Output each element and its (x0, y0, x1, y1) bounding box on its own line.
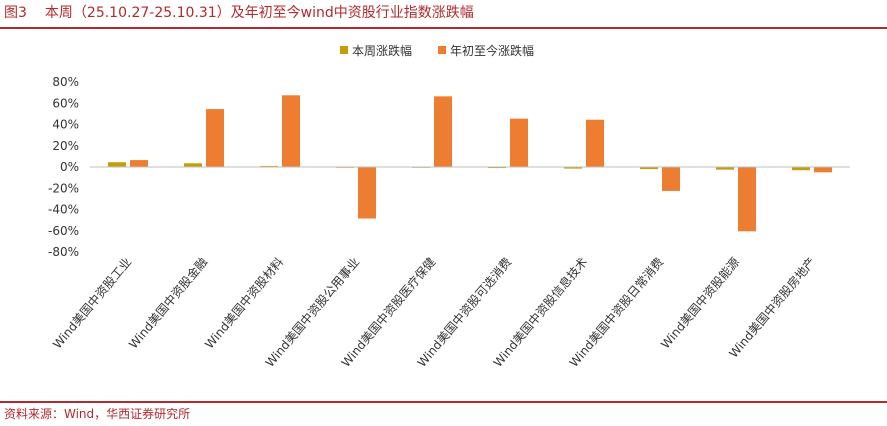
bar-ytd-3 (282, 95, 300, 167)
y-tick-label: -20% (48, 181, 79, 195)
legend-label-2: 年初至今涨跌幅 (450, 43, 534, 58)
y-tick-label: -40% (48, 203, 79, 217)
bar-weekly-10 (792, 167, 810, 171)
y-tick-label: 60% (52, 96, 79, 110)
figure-number: 图3 (4, 5, 27, 21)
x-category-label-2: Wind美国中资股金融 (125, 254, 210, 351)
bar-weekly-7 (564, 167, 582, 169)
bar-weekly-6 (488, 167, 506, 169)
source-divider (0, 401, 887, 403)
x-category-label-1: Wind美国中资股工业 (49, 254, 134, 351)
legend-label-1: 本周涨跌幅 (352, 43, 412, 58)
bar-ytd-2 (206, 109, 224, 167)
y-tick-label: 20% (52, 139, 79, 153)
bar-weekly-9 (716, 167, 734, 170)
figure-title-text: 本周（25.10.27-25.10.31）及年初至今wind中资股行业指数涨跌幅 (44, 5, 474, 21)
title-divider (0, 27, 887, 29)
bar-weekly-8 (640, 167, 658, 170)
y-tick-label: -80% (48, 245, 79, 259)
figure-title: 图3 本周（25.10.27-25.10.31）及年初至今wind中资股行业指数涨… (4, 2, 474, 24)
bar-ytd-10 (814, 167, 832, 173)
x-category-label-10: Wind美国中资股房地产 (726, 254, 819, 360)
y-axis: 80% 60% 40% 20% 0% -20% -40% -60% -80% (48, 75, 79, 259)
bar-ytd-9 (738, 167, 756, 232)
bar-weekly-3 (260, 165, 278, 167)
bar-weekly-1 (108, 162, 126, 167)
legend-swatch-1 (340, 46, 348, 54)
x-category-label-3: Wind美国中资股材料 (201, 254, 286, 351)
bar-weekly-2 (184, 163, 202, 167)
bar-ytd-4 (358, 167, 376, 219)
y-tick-label: 40% (52, 118, 79, 132)
bar-ytd-5 (434, 96, 452, 167)
x-category-label-9: Wind美国中资股能源 (657, 254, 742, 351)
bar-ytd-8 (662, 167, 680, 191)
bar-ytd-7 (586, 119, 604, 167)
legend-swatch-2 (438, 46, 446, 54)
y-tick-label: 0% (60, 160, 79, 174)
bar-ytd-1 (130, 160, 148, 167)
bar-ytd-6 (510, 118, 528, 167)
chart-legend: 本周涨跌幅 年初至今涨跌幅 (340, 43, 534, 58)
source-note: 资料来源：Wind，华西证券研究所 (4, 407, 191, 421)
y-tick-label: -60% (48, 224, 79, 238)
y-tick-label: 80% (52, 75, 79, 89)
chart-bars (108, 95, 832, 232)
